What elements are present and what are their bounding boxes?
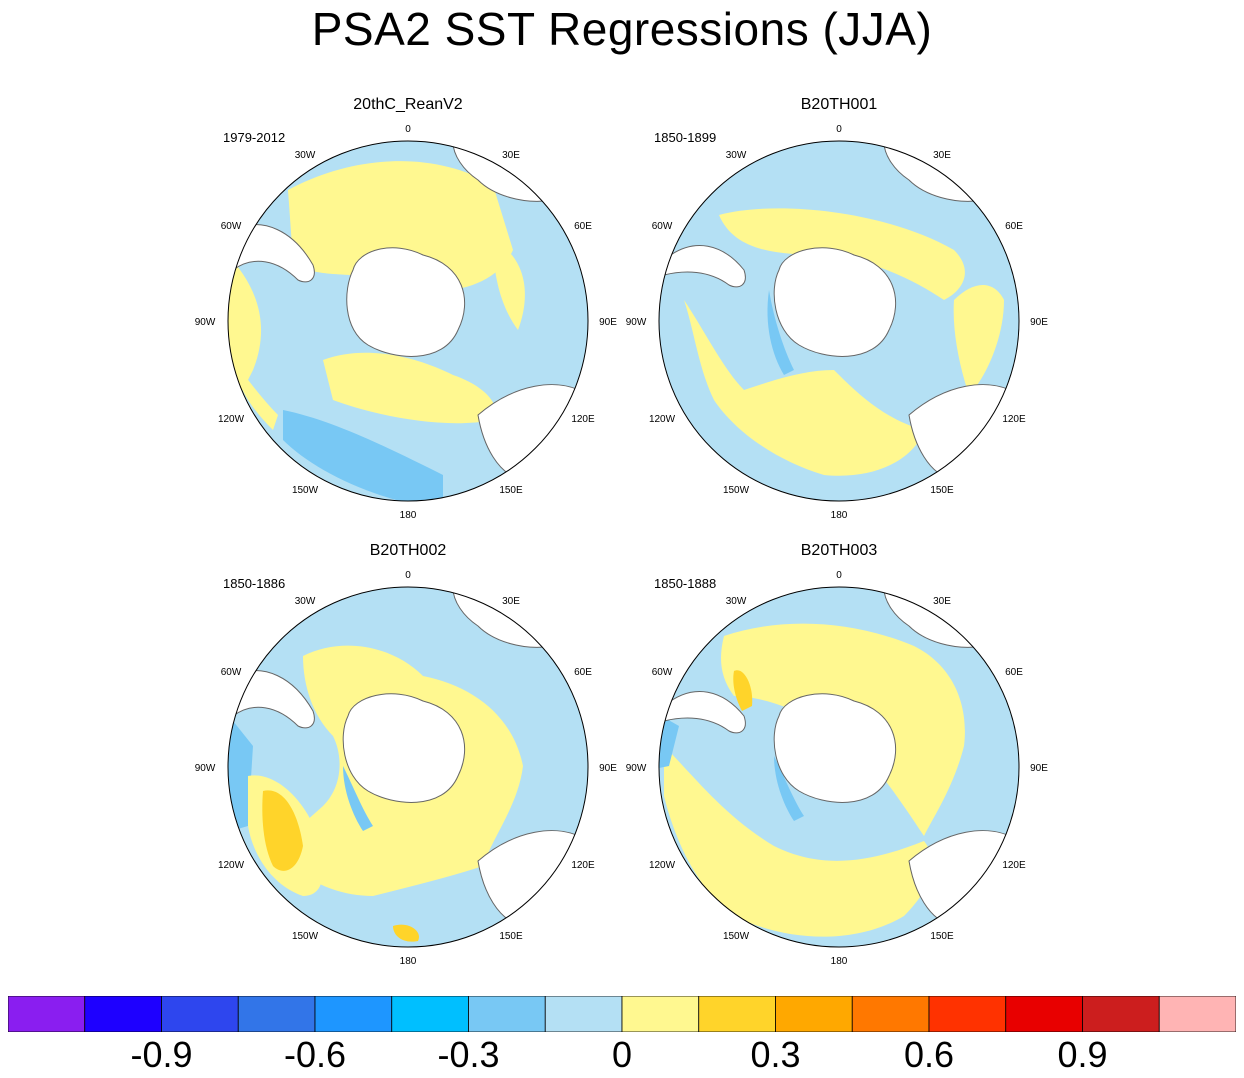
colorbar-tick-label: -0.3 [437, 1034, 500, 1075]
lon-label: 90W [626, 763, 647, 774]
lon-label: 30E [502, 150, 520, 161]
lon-label: 0 [836, 570, 842, 581]
lon-label: 30W [726, 596, 747, 607]
lon-label: 180 [831, 956, 848, 967]
lon-label: 120E [571, 860, 595, 871]
colorbar-tick-label: -0.9 [130, 1034, 193, 1075]
lon-label: 60W [652, 667, 673, 678]
colorbar-tick-label: 0.6 [903, 1034, 955, 1075]
colorbar-box [84, 996, 162, 1032]
colorbar [8, 996, 1236, 1032]
lon-label: 120E [1002, 414, 1026, 425]
map-panel-3: B20TH002 1850-1886 0 30E 60E 90E 120E 15… [193, 542, 623, 1006]
colorbar-box [698, 996, 776, 1032]
panel-title: B20TH002 [369, 542, 447, 559]
lon-label: 30W [295, 596, 316, 607]
lon-label: 150W [723, 485, 750, 496]
lon-label: 90W [626, 317, 647, 328]
lon-label: 120E [571, 414, 595, 425]
lon-label: 30E [933, 596, 951, 607]
lon-label: 120E [1002, 860, 1026, 871]
map-panel-2: B20TH001 1850-1899 0 30E 60E 90E 120E 15… [624, 96, 1054, 560]
polar-map: 0 30E 60E 90E 120E 150E 180 150W 120W 90… [195, 124, 618, 521]
lon-label: 60W [221, 667, 242, 678]
lon-label: 0 [405, 570, 411, 581]
polar-map: 0 30E 60E 90E 120E 150E 180 150W 120W 90… [195, 570, 618, 967]
map-panel-1: 20thC_ReanV2 1979-2012 0 30E 60E 90E 120… [193, 96, 623, 560]
colorbar-box [314, 996, 393, 1032]
lon-label: 90E [599, 317, 617, 328]
colorbar-box [544, 996, 623, 1032]
colorbar-box [8, 996, 86, 1032]
lon-label: 150W [723, 931, 750, 942]
lon-label: 60E [1005, 667, 1023, 678]
lon-label: 90E [1030, 763, 1048, 774]
lon-label: 150W [292, 485, 319, 496]
colorbar-box [1158, 996, 1236, 1032]
colorbar-box [391, 996, 469, 1032]
lon-label: 60E [1005, 221, 1023, 232]
figure-title: PSA2 SST Regressions (JJA) [311, 3, 933, 55]
colorbar-tick-label: -0.6 [283, 1034, 347, 1075]
lon-label: 60W [652, 221, 673, 232]
lon-label: 150W [292, 931, 319, 942]
lon-label: 0 [836, 124, 842, 135]
lon-label: 90W [195, 763, 216, 774]
colorbar-box [468, 996, 546, 1032]
colorbar-box [237, 996, 316, 1032]
lon-label: 30E [502, 596, 520, 607]
colorbar-box [775, 996, 853, 1032]
lon-label: 120W [218, 860, 245, 871]
colorbar-box [851, 996, 930, 1032]
colorbar-labels: -0.9 -0.6 -0.3 0 0.3 0.6 0.9 [8, 1034, 1236, 1078]
panel-title: B20TH001 [800, 96, 878, 113]
colorbar-box [1005, 996, 1083, 1032]
lon-label: 90W [195, 317, 216, 328]
lon-label: 30W [726, 150, 747, 161]
lon-label: 90E [599, 763, 617, 774]
lon-label: 120W [649, 860, 676, 871]
map-panel-4: B20TH003 1850-1888 0 30E 60E 90E 120E 15… [624, 542, 1054, 1006]
colorbar-tick-label: 0 [611, 1034, 633, 1075]
colorbar-box [928, 996, 1007, 1032]
lon-label: 180 [831, 510, 848, 521]
lon-label: 60E [574, 221, 592, 232]
panel-period: 1850-1899 [654, 130, 717, 145]
panel-period: 1979-2012 [223, 130, 286, 145]
lon-label: 120W [649, 414, 676, 425]
colorbar-box [621, 996, 700, 1032]
polar-map: 0 30E 60E 90E 120E 150E 180 150W 120W 90… [626, 124, 1049, 521]
lon-label: 150E [930, 485, 954, 496]
colorbar-box [161, 996, 239, 1032]
lon-label: 180 [400, 956, 417, 967]
colorbar-box [1082, 996, 1160, 1032]
panel-title: B20TH003 [800, 542, 878, 559]
colorbar-tick-label: 0.3 [750, 1034, 801, 1075]
lon-label: 0 [405, 124, 411, 135]
lon-label: 30W [295, 150, 316, 161]
lon-label: 60E [574, 667, 592, 678]
lon-label: 120W [218, 414, 245, 425]
lon-label: 180 [400, 510, 417, 521]
polar-map: 0 30E 60E 90E 120E 150E 180 150W 120W 90… [626, 570, 1049, 967]
lon-label: 150E [930, 931, 954, 942]
lon-label: 30E [933, 150, 951, 161]
lon-label: 150E [499, 931, 523, 942]
panel-period: 1850-1886 [223, 576, 286, 591]
lon-label: 60W [221, 221, 242, 232]
panel-period: 1850-1888 [654, 576, 717, 591]
panel-title: 20thC_ReanV2 [353, 96, 463, 113]
colorbar-tick-label: 0.9 [1057, 1034, 1108, 1075]
lon-label: 150E [499, 485, 523, 496]
lon-label: 90E [1030, 317, 1048, 328]
